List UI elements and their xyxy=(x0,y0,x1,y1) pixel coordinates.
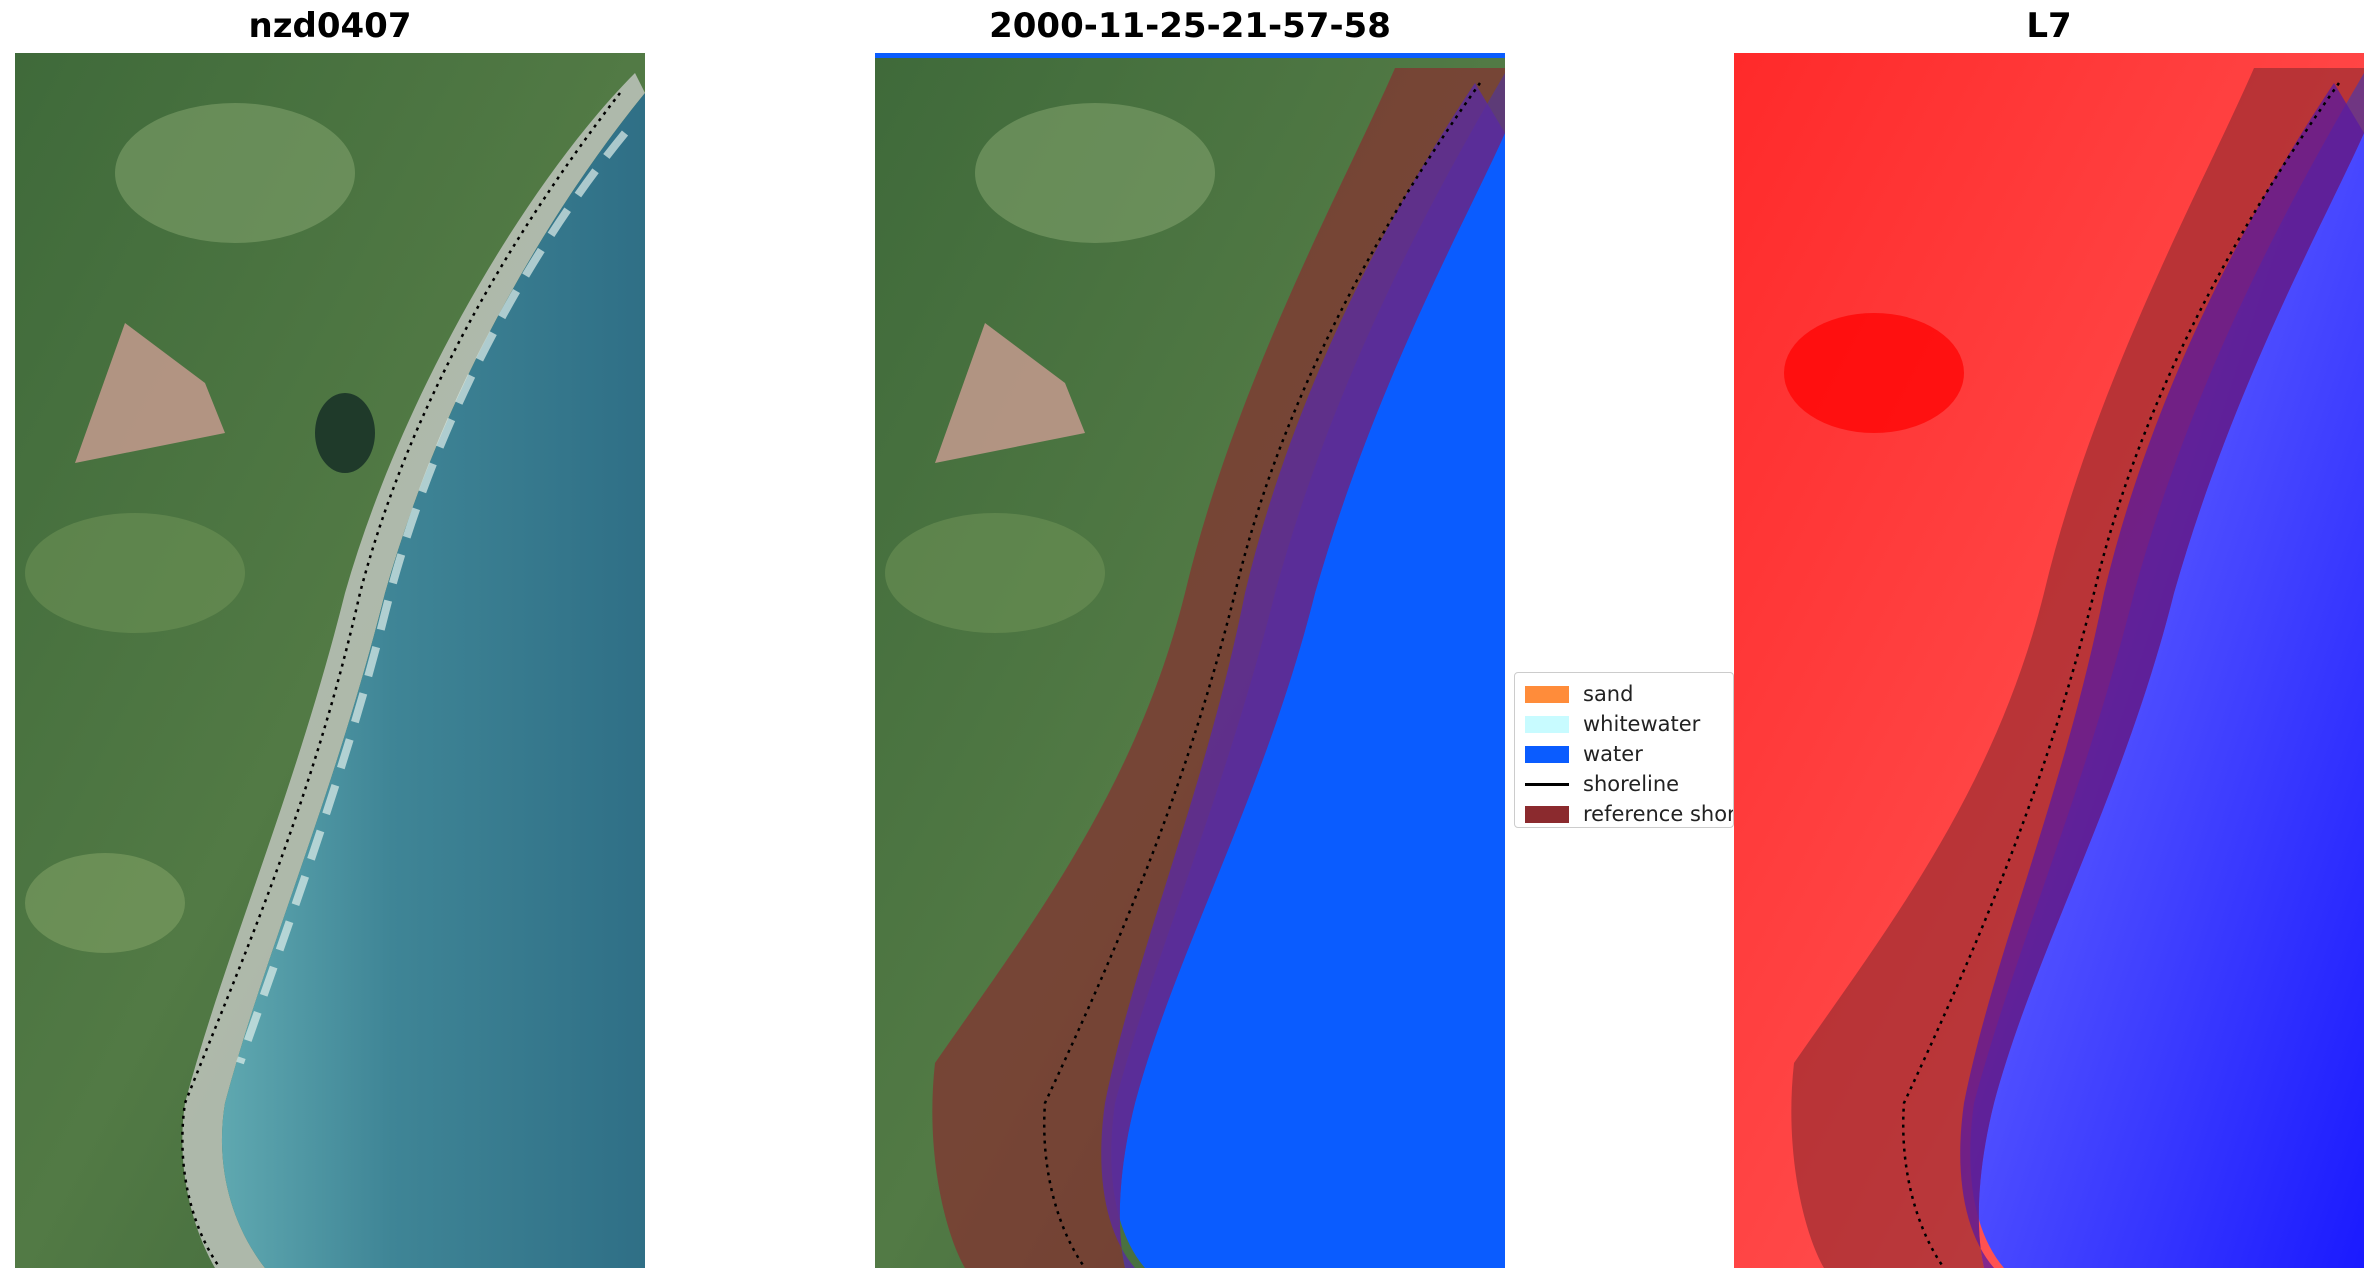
legend-swatch-reference-buffer xyxy=(1525,805,1569,823)
legend-item-whitewater: whitewater xyxy=(1525,711,1700,737)
panel-title-rgb: nzd0407 xyxy=(248,6,412,46)
legend-item-reference-buffer: reference shoreline buffer xyxy=(1525,801,1734,827)
rgb-satellite-image xyxy=(15,53,645,1268)
legend-swatch-water xyxy=(1525,745,1569,763)
legend-line-shoreline xyxy=(1525,782,1569,786)
legend-item-sand: sand xyxy=(1525,681,1633,707)
panel-title-index: L7 xyxy=(2026,6,2072,46)
classification-map xyxy=(875,53,1505,1268)
legend: sand whitewater water shoreline referenc… xyxy=(1514,672,1734,828)
rgb-image-panel xyxy=(15,53,645,1268)
legend-label-shoreline: shoreline xyxy=(1583,772,1680,796)
legend-swatch-whitewater xyxy=(1525,715,1569,733)
index-map xyxy=(1734,53,2364,1268)
classification-panel xyxy=(875,53,1505,1268)
legend-label-reference-buffer: reference shoreline buffer xyxy=(1583,802,1734,826)
panel-title-classification: 2000-11-25-21-57-58 xyxy=(989,6,1391,46)
legend-label-sand: sand xyxy=(1583,682,1634,706)
legend-item-water: water xyxy=(1525,741,1643,767)
index-panel xyxy=(1734,53,2364,1268)
legend-label-water: water xyxy=(1583,742,1643,766)
legend-label-whitewater: whitewater xyxy=(1583,712,1701,736)
legend-swatch-sand xyxy=(1525,685,1569,703)
legend-item-shoreline: shoreline xyxy=(1525,771,1679,797)
